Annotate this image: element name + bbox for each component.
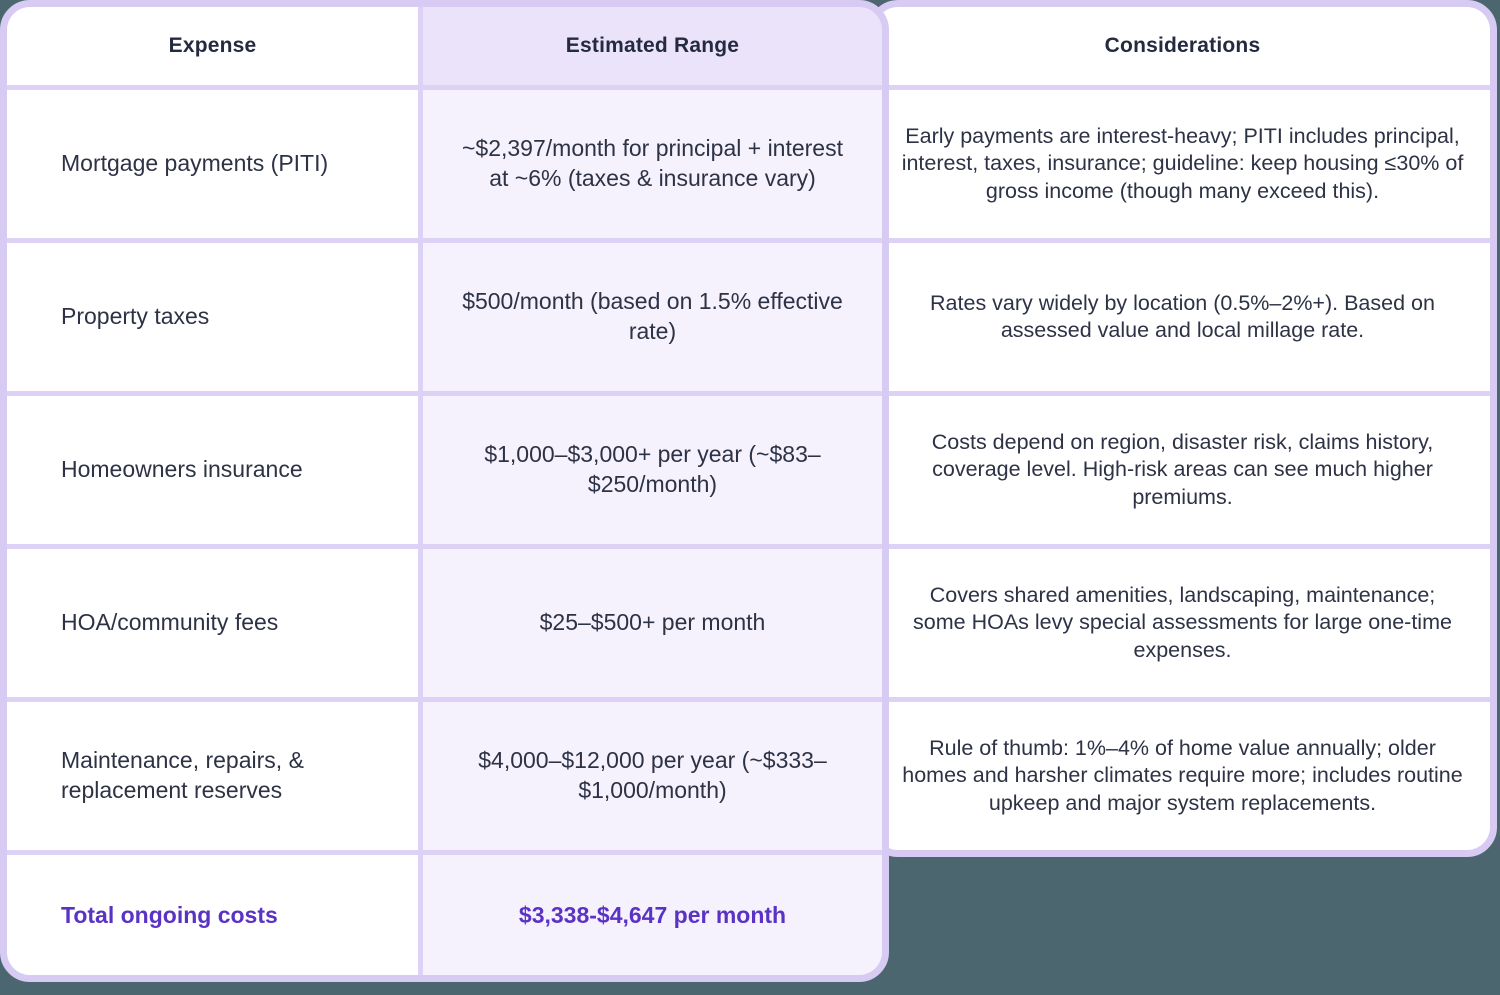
range-cell-hoa-fees: $25–$500+ per month (423, 549, 882, 697)
expense-cell-hoa-fees: HOA/community fees (7, 549, 418, 697)
expense-range-card: Expense Estimated Range Mortgage payment… (0, 0, 889, 982)
considerations-cell-mortgage: Early payments are interest-heavy; PITI … (875, 90, 1490, 238)
considerations-cell-hoa-fees: Covers shared amenities, landscaping, ma… (875, 549, 1490, 697)
expense-cell-homeowners-insurance: Homeowners insurance (7, 396, 418, 544)
total-row-label: Total ongoing costs (7, 855, 418, 975)
column-header-expense: Expense (7, 7, 418, 85)
considerations-cell-homeowners-insurance: Costs depend on region, disaster risk, c… (875, 396, 1490, 544)
expense-cell-mortgage: Mortgage payments (PITI) (7, 90, 418, 238)
range-cell-homeowners-insurance: $1,000–$3,000+ per year (~$83–$250/month… (423, 396, 882, 544)
considerations-column-card: Considerations Early payments are intere… (868, 0, 1497, 857)
range-cell-mortgage: ~$2,397/month for principal + interest a… (423, 90, 882, 238)
expense-cell-maintenance: Maintenance, repairs, & replacement rese… (7, 702, 418, 850)
considerations-cell-maintenance: Rule of thumb: 1%–4% of home value annua… (875, 702, 1490, 850)
column-header-estimated-range: Estimated Range (423, 7, 882, 85)
range-cell-maintenance: $4,000–$12,000 per year (~$333–$1,000/mo… (423, 702, 882, 850)
column-header-considerations: Considerations (875, 7, 1490, 85)
expense-cell-property-taxes: Property taxes (7, 243, 418, 391)
total-row-value: $3,338-$4,647 per month (423, 855, 882, 975)
considerations-cell-property-taxes: Rates vary widely by location (0.5%–2%+)… (875, 243, 1490, 391)
range-cell-property-taxes: $500/month (based on 1.5% effective rate… (423, 243, 882, 391)
